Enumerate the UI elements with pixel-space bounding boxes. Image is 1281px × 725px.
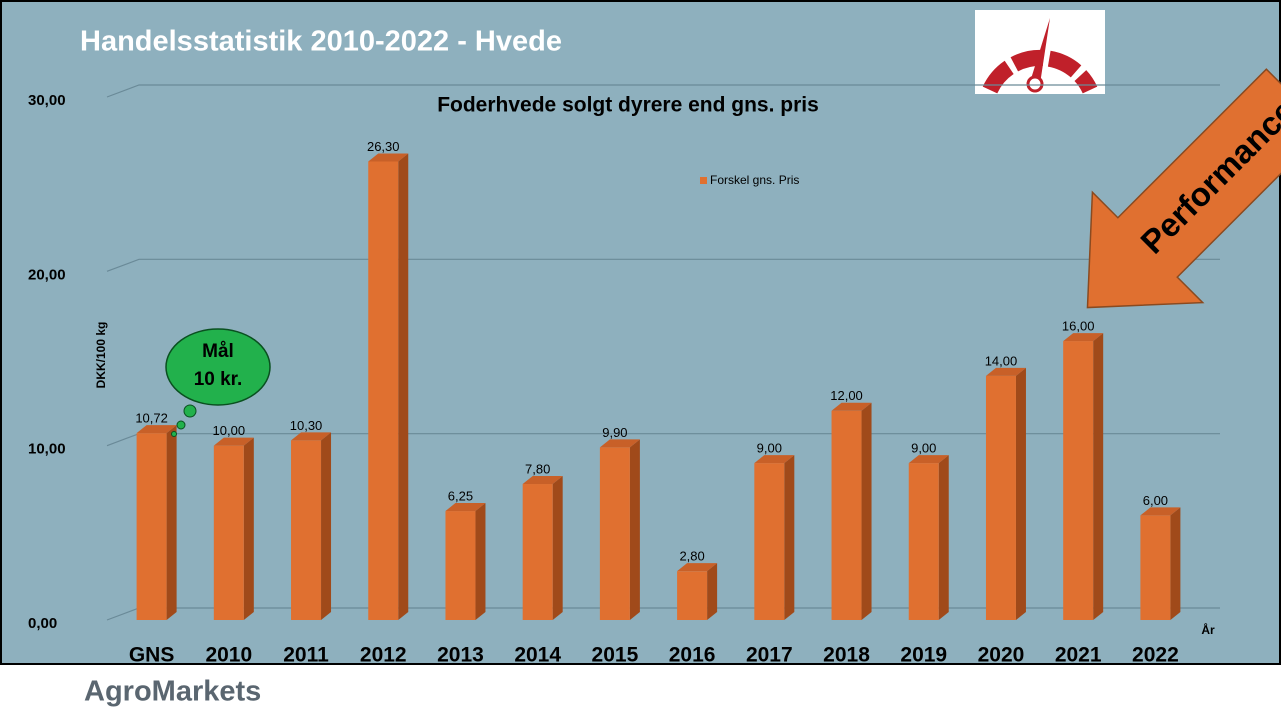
bar-side	[321, 432, 331, 620]
bar-front	[1063, 341, 1093, 620]
logo: AgroMarkets	[84, 676, 261, 708]
value-label: 9,90	[602, 425, 627, 440]
x-tick-label: 2019	[900, 644, 947, 667]
bar	[368, 154, 408, 620]
y-tick-label: 30,00	[28, 92, 66, 109]
chart-title: Foderhvede solgt dyrere end gns. pris	[437, 94, 819, 117]
bar-front	[445, 511, 475, 620]
speedometer-icon	[975, 10, 1105, 94]
bar-side	[475, 503, 485, 620]
value-label: 10,00	[213, 423, 246, 438]
x-tick-label: 2015	[592, 644, 639, 667]
y-tick-label: 0,00	[28, 615, 57, 632]
value-label: 6,25	[448, 488, 473, 503]
bar-side	[862, 403, 872, 620]
bar	[291, 432, 331, 620]
bar-side	[167, 425, 177, 620]
value-label: 16,00	[1062, 319, 1095, 334]
value-label: 10,30	[290, 418, 323, 433]
bar-side	[939, 455, 949, 620]
bar-front	[137, 433, 167, 620]
bar	[754, 455, 794, 620]
bar-front	[523, 484, 553, 620]
value-label: 12,00	[830, 388, 863, 403]
bar-front	[909, 463, 939, 620]
bar-front	[986, 376, 1016, 620]
x-tick-label: 2018	[823, 644, 870, 667]
bar-front	[754, 463, 784, 620]
annotation: 10 kr.	[194, 369, 243, 390]
bar-side	[784, 455, 794, 620]
bar	[1140, 507, 1180, 620]
bar-side	[707, 563, 717, 620]
value-label: 7,80	[525, 461, 550, 476]
x-tick-label: 2022	[1132, 644, 1179, 667]
bar-front	[214, 446, 244, 620]
slide-title: Handelsstatistik 2010-2022 - Hvede	[80, 26, 562, 58]
bar	[445, 503, 485, 620]
value-label: 9,00	[911, 441, 936, 456]
bar-side	[1170, 507, 1180, 620]
x-tick-label: 2016	[669, 644, 716, 667]
legend-label: Forskel gns. Pris	[710, 173, 799, 187]
bar-front	[832, 411, 862, 620]
x-tick-label: 2012	[360, 644, 407, 667]
value-label: 10,72	[135, 411, 168, 426]
bar	[986, 368, 1026, 620]
value-label: 2,80	[679, 549, 704, 564]
bar-front	[600, 447, 630, 620]
bar	[1063, 333, 1103, 620]
value-label: 14,00	[985, 353, 1018, 368]
y-tick-label: 20,00	[28, 266, 66, 283]
slide: Handelsstatistik 2010-2022 - Hvede AgroM…	[0, 0, 1281, 720]
value-label: 6,00	[1143, 493, 1168, 508]
annotation: Mål	[202, 341, 234, 362]
x-tick-label: 2010	[205, 644, 252, 667]
x-tick-label: 2014	[514, 644, 561, 667]
x-tick-label: GNS	[129, 644, 175, 667]
x-tick-label: 2017	[746, 644, 793, 667]
bar-side	[1093, 333, 1103, 620]
y-axis-label: DKK/100 kg	[94, 322, 108, 389]
y-tick-label: 10,00	[28, 441, 66, 458]
bar	[600, 439, 640, 620]
bar-side	[630, 439, 640, 620]
bar-front	[291, 440, 321, 620]
x-tick-label: 2021	[1055, 644, 1102, 667]
bar	[832, 403, 872, 620]
bar-front	[1140, 515, 1170, 620]
x-tick-label: 2011	[283, 644, 329, 667]
bar-side	[553, 476, 563, 620]
x-tick-label: 2013	[437, 644, 484, 667]
bar-front	[677, 571, 707, 620]
bar	[137, 425, 177, 620]
bar-front	[368, 162, 398, 620]
bar	[677, 563, 717, 620]
bar	[214, 438, 254, 620]
bar-side	[1016, 368, 1026, 620]
bar-side	[244, 438, 254, 620]
legend-swatch	[700, 177, 707, 184]
bar	[523, 476, 563, 620]
bar-side	[398, 154, 408, 620]
x-axis-label: År	[1201, 622, 1215, 637]
bar	[909, 455, 949, 620]
value-label: 9,00	[757, 441, 782, 456]
value-label: 26,30	[367, 139, 400, 154]
x-tick-label: 2020	[978, 644, 1025, 667]
